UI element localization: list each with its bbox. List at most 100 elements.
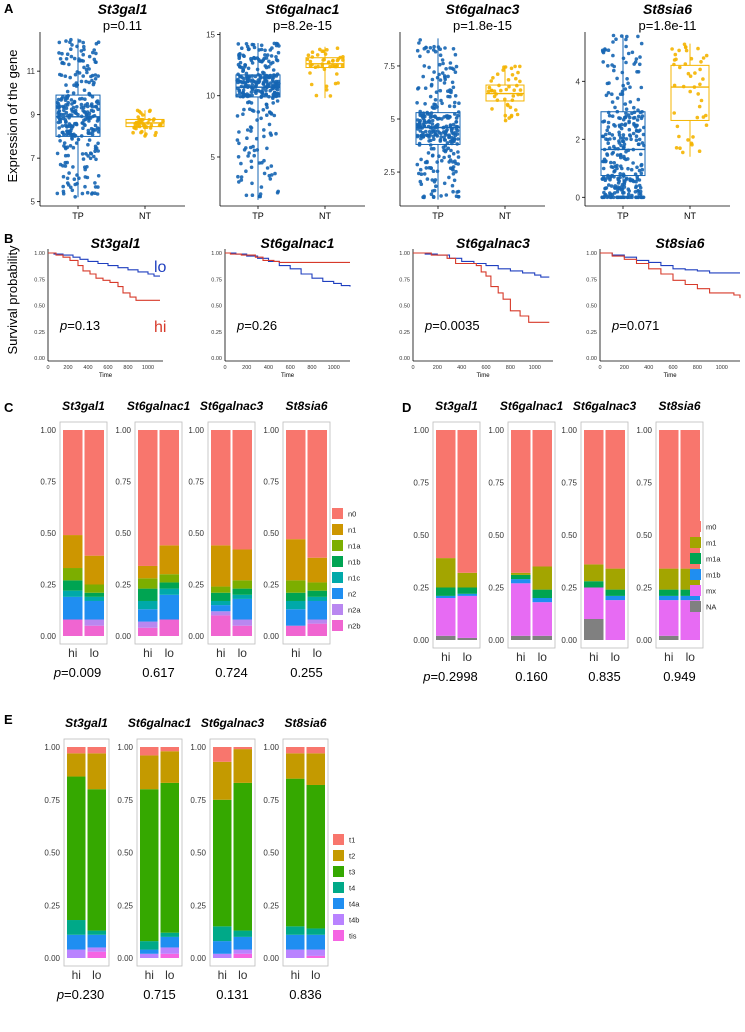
data-point <box>82 88 87 92</box>
bar-segment-m1b <box>605 595 625 601</box>
data-point <box>622 154 626 159</box>
legend-label: NA <box>706 603 716 612</box>
plot-title: St6galnac3 <box>573 399 637 413</box>
bar-segment-n1a <box>159 574 179 583</box>
data-point <box>62 108 66 113</box>
data-point <box>271 101 276 105</box>
y-tick-label: 0.00 <box>413 636 429 645</box>
bar-segment-n1b <box>232 588 252 595</box>
plot-title: St6galnac3 <box>456 235 530 251</box>
data-point <box>321 58 326 62</box>
data-point <box>616 195 620 200</box>
data-point <box>456 110 461 114</box>
bar-segment-t4a <box>160 936 179 948</box>
y-tick-label: 1.00 <box>117 743 133 752</box>
p-value-label: p=0.13 <box>59 318 100 333</box>
bar-segment-t2 <box>160 751 179 783</box>
data-point <box>628 133 632 137</box>
data-point <box>78 97 82 101</box>
data-point <box>456 137 460 141</box>
data-point <box>61 191 66 196</box>
plot-title: St6galnac1 <box>266 1 340 17</box>
legend-label: mx <box>706 587 716 596</box>
y-tick-label: 0.50 <box>190 849 206 858</box>
data-point <box>439 98 443 103</box>
data-point <box>451 151 456 156</box>
stacked-plot-c-st8sia6: St8sia6 0.00 0.25 0.50 0.75 1.00 hi lo 0.255 <box>263 399 331 680</box>
data-point <box>338 55 343 60</box>
data-point <box>431 194 436 199</box>
bar-segment-t4a <box>286 934 305 950</box>
data-point <box>247 151 251 155</box>
data-point <box>139 117 143 122</box>
data-point <box>440 71 445 75</box>
x-tick-label: lo <box>165 968 175 982</box>
data-point <box>701 56 706 60</box>
data-point <box>603 48 608 52</box>
data-point <box>439 194 443 198</box>
data-point <box>244 71 249 76</box>
data-point <box>438 88 443 93</box>
y-tick-label: 0.50 <box>115 529 131 538</box>
x-tick-label: hi <box>68 646 77 660</box>
bar-segment-t4b <box>306 949 325 956</box>
data-point <box>615 153 620 157</box>
data-point <box>605 81 610 86</box>
x-tick-label: 800 <box>693 365 702 371</box>
survival-plot-st3gal1: St3gal1 0.00 0.25 0.50 0.75 1.00 0 200 400 600 800… <box>34 235 166 379</box>
bar-segment-n0 <box>63 430 83 536</box>
data-point <box>245 94 250 99</box>
bar-segment-t4 <box>87 930 106 935</box>
data-point <box>249 159 254 164</box>
data-point <box>421 116 426 121</box>
data-point <box>64 106 69 110</box>
y-tick-label: 0.00 <box>190 954 206 963</box>
y-tick-label: 0.75 <box>263 796 279 805</box>
y-tick-label: 0.00 <box>561 636 577 645</box>
x-tick-label: 0 <box>598 365 601 371</box>
hi-curve <box>48 252 160 301</box>
data-point <box>698 82 702 87</box>
y-tick-label: 2.5 <box>384 168 396 177</box>
data-point <box>249 101 254 105</box>
data-point <box>416 87 420 91</box>
bar-segment-mx <box>532 602 552 636</box>
data-point <box>428 46 433 50</box>
legend-label: m1b <box>706 571 721 580</box>
x-tick-label: TP <box>432 211 444 221</box>
data-point <box>248 145 253 150</box>
data-point <box>245 77 250 82</box>
x-tick-label: TP <box>617 211 629 221</box>
data-point <box>612 68 616 73</box>
p-value-label: p=0.009 <box>53 665 101 680</box>
y-tick-label: 5 <box>391 115 396 124</box>
data-point <box>76 137 81 142</box>
data-point <box>620 70 625 75</box>
bar-segment-n1a <box>84 584 104 593</box>
legend-label: t2 <box>349 852 355 861</box>
data-point <box>63 164 68 168</box>
bar-segment-t2 <box>306 753 325 785</box>
p-value-label: p=0.071 <box>611 318 659 333</box>
x-tick-label: hi <box>72 968 81 982</box>
data-point <box>65 52 70 56</box>
data-point <box>86 128 91 133</box>
data-point <box>245 136 249 140</box>
data-point <box>450 183 455 188</box>
bar-segment-m1 <box>584 564 604 582</box>
bar-segment-n1c <box>211 600 231 606</box>
x-tick-label: hi <box>664 650 673 664</box>
data-point <box>601 166 606 171</box>
data-point <box>625 34 629 39</box>
data-point <box>689 56 694 61</box>
data-point <box>503 65 508 69</box>
data-point <box>419 136 423 141</box>
data-point <box>637 168 642 173</box>
data-point <box>81 52 85 57</box>
data-point <box>264 102 269 107</box>
y-tick-label: 0.50 <box>399 304 410 310</box>
data-point <box>506 78 511 82</box>
stacked-plot-c-st3gal1: St3gal1 0.00 0.25 0.50 0.75 1.00 hi lo p=0.009 <box>40 399 108 680</box>
x-tick-label: hi <box>441 650 450 664</box>
data-point <box>438 53 443 57</box>
